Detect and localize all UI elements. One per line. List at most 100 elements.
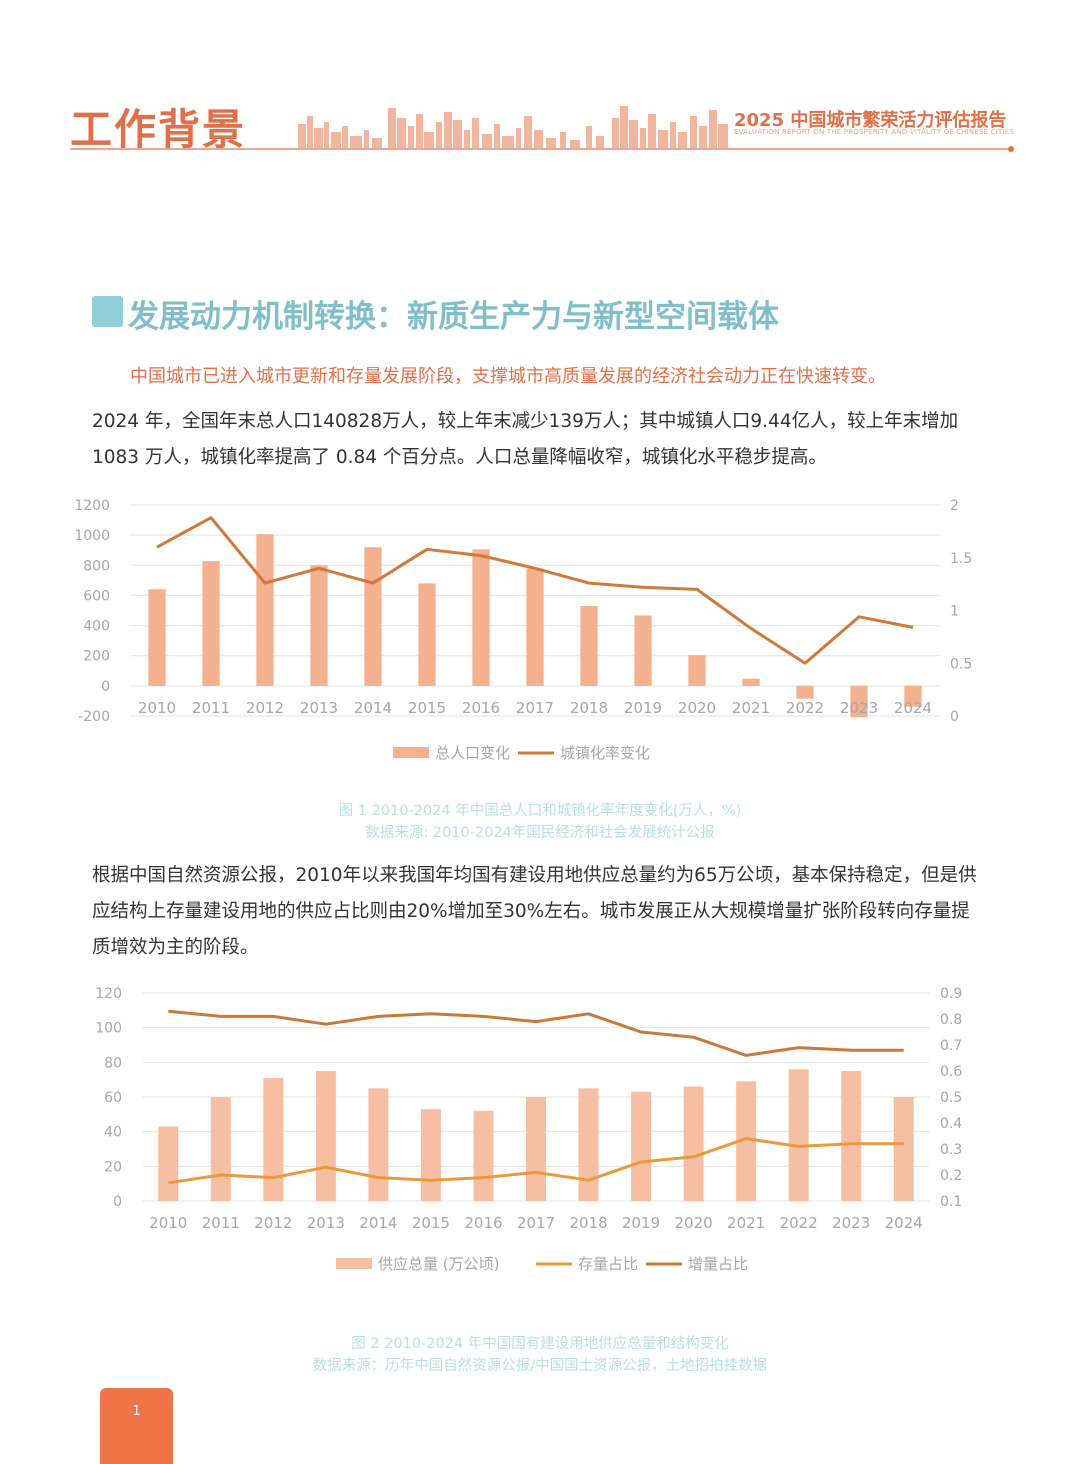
x-tick-label: 2012 [254,1214,292,1232]
bar-2020 [688,655,706,686]
bar-2023 [850,685,868,718]
bar-2010 [158,1126,179,1201]
x-tick-label: 2018 [570,699,608,717]
y-left-tick-label: 1200 [74,498,110,514]
paragraph-2: 根据中国自然资源公报，2010年以来我国年均国有建设用地供应总量约为65万公顷，… [92,865,977,958]
x-tick-label: 2024 [885,1214,923,1232]
section-marker [92,296,123,327]
y-left-tick-label: 40 [104,1125,122,1141]
y-left-tick-label: 400 [83,619,110,635]
x-tick-label: 2021 [727,1214,765,1232]
y-right-tick-label: 0.7 [940,1038,962,1054]
y-right-tick-label: 0.2 [940,1168,962,1184]
x-tick-label: 2014 [359,1214,397,1232]
x-tick-label: 2016 [464,1214,502,1232]
y-right-tick-label: 0 [950,709,959,725]
x-tick-label: 2022 [780,1214,818,1232]
legend-label: 总人口变化 [435,744,510,762]
x-tick-label: 2019 [624,699,662,717]
bar-2019 [634,615,652,686]
x-tick-label: 2015 [408,699,446,717]
y-left-tick-label: 60 [104,1090,122,1106]
y-right-tick-label: 0.9 [940,986,962,1002]
bar-2017 [526,568,544,686]
legend-label: 供应总量 (万公顷) [378,1255,499,1273]
y-left-tick-label: 800 [83,558,110,574]
legend-label: 存量占比 [578,1255,638,1273]
y-right-tick-label: 2 [950,498,959,514]
bar-2014 [364,547,382,686]
y-left-tick-label: 200 [83,649,110,665]
bar-2021 [736,1081,757,1201]
bar-2019 [631,1091,652,1201]
x-tick-label: 2017 [516,699,554,717]
y-right-tick-label: 0.6 [940,1064,962,1080]
figure-1-title: 图 1 2010-2024 年中国总人口和城镇化率年度变化(万人，%) [338,803,742,819]
bar-2022 [796,685,814,699]
x-tick-label: 2018 [569,1214,607,1232]
y-left-tick-label: 0 [113,1194,122,1210]
y-left-tick-label: 1000 [74,528,110,544]
x-tick-label: 2013 [307,1214,345,1232]
x-tick-label: 2024 [894,699,932,717]
line-series-1 [168,1137,904,1185]
x-tick-label: 2020 [678,699,716,717]
figure-2-title: 图 2 2010-2024 年中国国有建设用地供应总量和结构变化 [351,1336,729,1352]
bar-2012 [256,534,274,686]
bar-2012 [263,1077,284,1201]
y-right-tick-label: 0.5 [950,656,972,672]
report-title: 2025 中国城市繁荣活力评估报告 [734,110,1007,131]
y-right-tick-label: 0.3 [940,1142,962,1158]
legend-swatch-bar [336,1258,372,1269]
bar-2023 [841,1071,862,1201]
bar-2018 [580,605,598,686]
bar-2024 [904,685,922,707]
x-tick-label: 2019 [622,1214,660,1232]
bar-2016 [473,1110,494,1201]
x-tick-label: 2023 [840,699,878,717]
bar-2013 [310,565,328,686]
x-tick-label: 2012 [246,699,284,717]
y-right-tick-label: 0.1 [940,1194,962,1210]
bar-2021 [742,678,760,686]
y-right-tick-label: 0.4 [940,1116,962,1132]
x-tick-label: 2011 [202,1214,240,1232]
section-title: 发展动力机制转换：新质生产力与新型空间载体 [128,299,779,335]
bar-2013 [315,1071,336,1201]
y-left-tick-label: 100 [95,1021,122,1037]
x-tick-label: 2013 [300,699,338,717]
x-tick-label: 2017 [517,1214,555,1232]
x-tick-label: 2023 [832,1214,870,1232]
page-number: 1 [132,1404,141,1419]
bar-2011 [210,1097,231,1201]
bar-2010 [148,589,166,686]
page-header: 工作背景 2025 中国城市繁荣活力评估报告 EVALUATION REPORT… [70,92,1015,154]
legend-label: 城镇化率变化 [560,744,650,762]
report-subtitle: EVALUATION REPORT ON THE PROSPERITY AND … [734,128,1015,136]
y-left-tick-label: 600 [83,588,110,604]
x-tick-label: 2010 [138,699,176,717]
bar-2015 [420,1109,441,1201]
y-right-tick-label: 1 [950,604,959,620]
line-series-2 [168,1009,904,1057]
x-tick-label: 2021 [732,699,770,717]
x-tick-label: 2016 [462,699,500,717]
x-tick-label: 2010 [149,1214,187,1232]
x-tick-label: 2020 [675,1214,713,1232]
bar-2015 [418,583,436,686]
legend-label: 增量占比 [688,1255,748,1273]
y-left-tick-label: 120 [95,986,122,1002]
bar-2014 [368,1088,389,1201]
x-tick-label: 2022 [786,699,824,717]
figure-1-source: 数据来源: 2010-2024年国民经济和社会发展统计公报 [365,825,715,841]
x-tick-label: 2015 [412,1214,450,1232]
y-left-tick-label: 80 [104,1055,122,1071]
y-left-tick-label: 20 [104,1159,122,1175]
bar-2024 [893,1097,914,1201]
land-supply-chart: 0 20 40 60 80 100 120 0.1 0.2 0.3 0.4 0.5 0.6 0.7 0.8 0… [95,986,962,1273]
legend-swatch-bar [393,747,429,758]
paragraph-1: 2024 年，全国年末总人口140828万人，较上年末减少139万人；其中城镇人… [92,411,959,468]
y-right-tick-label: 1.5 [950,551,972,567]
bar-2017 [526,1097,546,1201]
y-right-tick-label: 0.5 [940,1090,962,1106]
